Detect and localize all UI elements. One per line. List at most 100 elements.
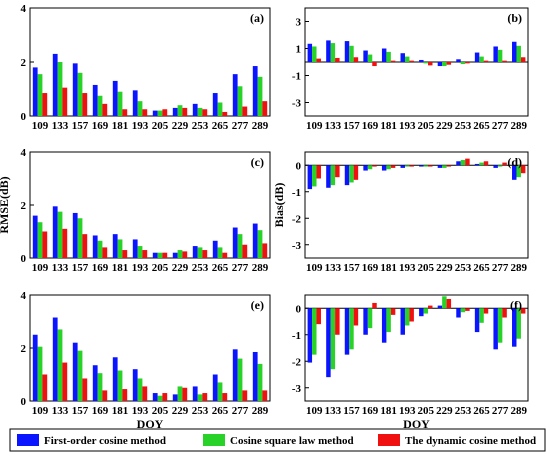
x-tick-label: 181: [380, 405, 397, 417]
bar: [330, 308, 336, 370]
x-tick-label: 133: [325, 262, 342, 274]
bar: [177, 386, 183, 401]
x-tick-label: 109: [306, 405, 323, 417]
bar: [479, 56, 484, 62]
bar: [330, 43, 336, 62]
x-tick-label: 253: [192, 405, 209, 417]
x-tick-label: 133: [52, 120, 69, 132]
bar: [157, 395, 163, 401]
bar: [404, 56, 410, 62]
y-tick-label: 0: [21, 111, 27, 123]
bar: [400, 165, 405, 168]
bar: [237, 358, 243, 401]
y-tick-label: 4: [21, 3, 27, 15]
bar: [437, 62, 443, 67]
bar: [102, 103, 108, 116]
bar: [419, 308, 424, 317]
bar: [367, 308, 373, 329]
bar: [363, 50, 368, 62]
bar: [349, 45, 354, 62]
bar: [192, 103, 198, 116]
bar: [252, 351, 258, 401]
x-tick-label: 133: [52, 405, 69, 417]
panel-c: 0 2 4 109 133 157 169 181 193 205 229 253 265 277 289 (…: [0, 147, 271, 274]
bar: [316, 165, 321, 179]
bar: [460, 62, 466, 65]
bar: [335, 308, 340, 335]
x-tick-label: 205: [418, 405, 435, 417]
x-tick-label: 109: [32, 120, 49, 132]
bar: [400, 308, 405, 335]
x-tick-label: 253: [455, 120, 472, 132]
bar: [232, 349, 238, 401]
x-tick-label: 193: [399, 120, 416, 132]
bar: [32, 67, 38, 116]
x-tick-label: 181: [112, 262, 129, 274]
bar: [232, 74, 238, 116]
bar: [262, 390, 268, 401]
bar: [349, 308, 354, 350]
x-tick-label: 181: [380, 262, 397, 274]
bar: [372, 165, 377, 167]
legend-swatch-dynamic: [378, 434, 400, 446]
bar: [112, 234, 118, 258]
bar: [157, 110, 163, 116]
bar: [97, 240, 103, 258]
bar: [137, 101, 143, 116]
bar: [404, 308, 410, 326]
bar: [428, 165, 433, 167]
bar: [502, 60, 507, 62]
x-tick-label: 109: [306, 120, 323, 132]
x-tick-label: 229: [172, 120, 189, 132]
x-tick-label: 277: [492, 405, 509, 417]
bar: [330, 165, 336, 186]
bar: [344, 41, 350, 62]
y-tick-label: 0: [296, 303, 302, 315]
bar: [497, 308, 503, 343]
bar: [409, 60, 414, 62]
bar: [456, 161, 461, 166]
bar: [182, 251, 188, 259]
x-tick-label: 181: [112, 405, 129, 417]
bar: [222, 252, 228, 258]
bar: [446, 298, 452, 309]
bar: [316, 308, 321, 325]
bar: [335, 57, 340, 62]
bar: [367, 54, 373, 62]
bar: [516, 165, 521, 178]
bar: [62, 87, 68, 116]
bar: [307, 165, 313, 190]
bar: [197, 107, 203, 116]
x-tick-label: 109: [32, 262, 49, 274]
legend-label-dynamic: The dynamic cosine method: [405, 435, 536, 447]
bar: [423, 165, 429, 167]
bar: [142, 250, 148, 258]
bar: [465, 308, 470, 311]
bar: [137, 246, 143, 258]
bar: [497, 49, 503, 62]
bar: [446, 165, 452, 167]
bar: [386, 308, 391, 333]
x-tick-label: 193: [399, 262, 416, 274]
y-tick-label: -3: [292, 240, 302, 252]
x-tick-label: 277: [232, 405, 249, 417]
x-tick-label: 193: [132, 405, 149, 417]
y-tick-label: 3: [296, 17, 302, 29]
bar: [62, 228, 68, 258]
bar: [262, 243, 268, 258]
bar: [42, 374, 48, 401]
y-tick-label: 2: [21, 57, 27, 69]
bar: [242, 106, 248, 116]
bar: [117, 91, 123, 116]
bar: [497, 165, 503, 167]
x-tick-label: 169: [92, 262, 109, 274]
bar: [152, 110, 158, 116]
legend: First-order cosine method Cosine square …: [9, 428, 546, 452]
bar: [132, 369, 138, 401]
bar: [257, 230, 263, 258]
bar: [72, 342, 78, 401]
legend-label-cosine-square: Cosine square law method: [230, 435, 354, 447]
bar: [202, 250, 208, 258]
bar: [493, 46, 498, 62]
